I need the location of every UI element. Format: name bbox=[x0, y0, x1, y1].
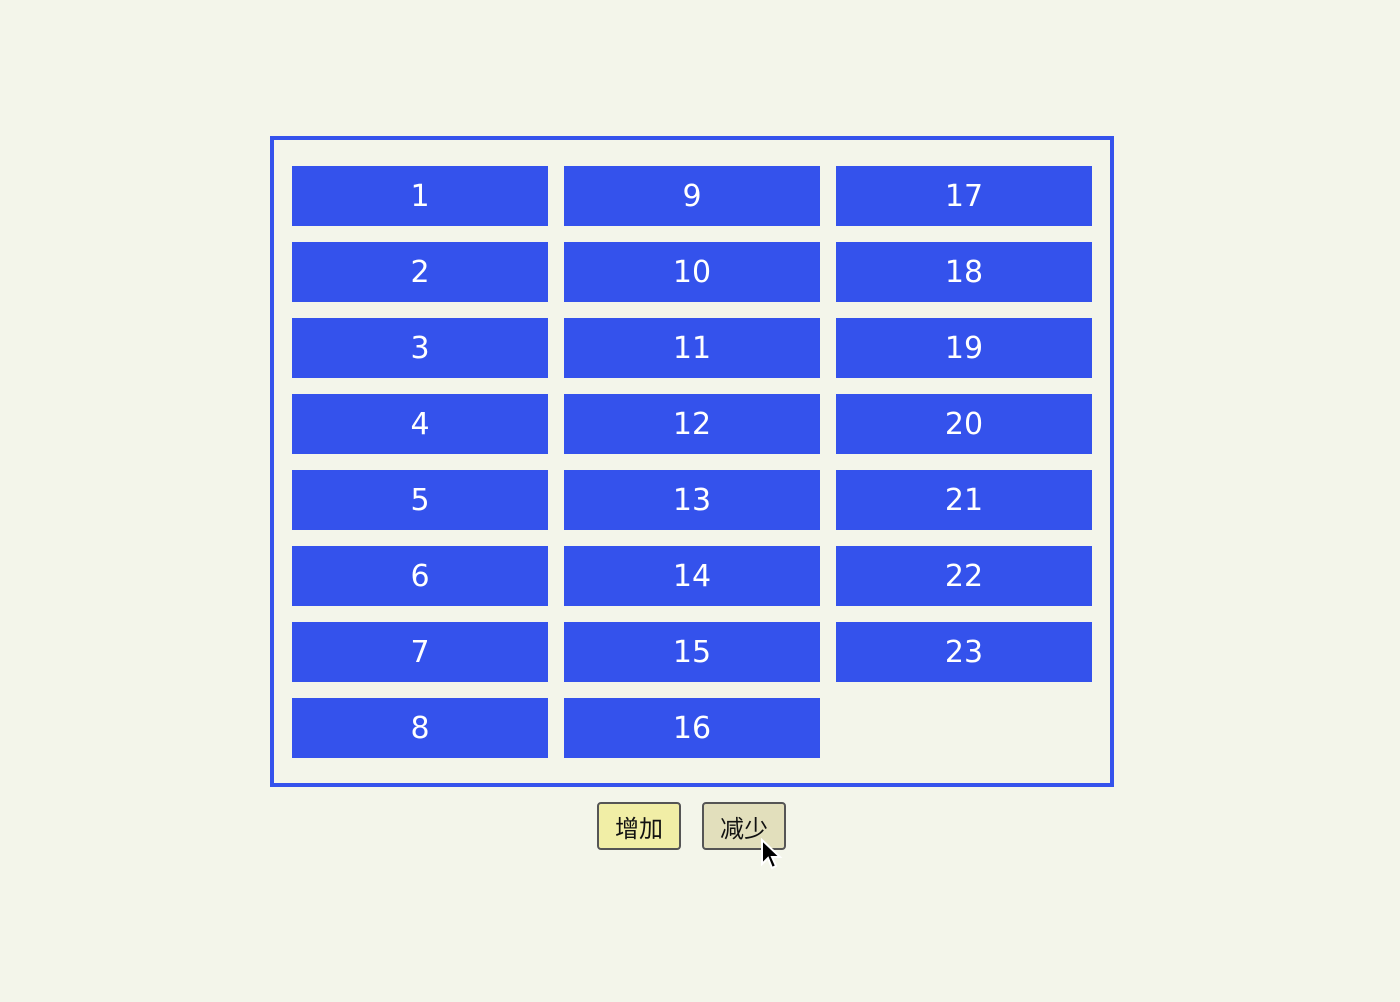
grid-container: 1 2 3 4 5 6 7 8 9 10 11 12 13 14 15 16 17 18 19 20 21 22 23 bbox=[270, 136, 1114, 787]
grid-item: 23 bbox=[836, 622, 1092, 682]
grid-item: 17 bbox=[836, 166, 1092, 226]
decrease-button[interactable]: 减少 bbox=[702, 802, 786, 850]
grid-item: 2 bbox=[292, 242, 548, 302]
grid-item: 21 bbox=[836, 470, 1092, 530]
grid-item: 13 bbox=[564, 470, 820, 530]
controls: 增加 减少 bbox=[597, 802, 786, 850]
grid-item: 22 bbox=[836, 546, 1092, 606]
grid-item: 7 bbox=[292, 622, 548, 682]
grid-item: 14 bbox=[564, 546, 820, 606]
grid-item: 10 bbox=[564, 242, 820, 302]
grid-item: 12 bbox=[564, 394, 820, 454]
grid-item: 1 bbox=[292, 166, 548, 226]
grid-item: 15 bbox=[564, 622, 820, 682]
grid-item: 20 bbox=[836, 394, 1092, 454]
grid-item: 4 bbox=[292, 394, 548, 454]
grid-item: 6 bbox=[292, 546, 548, 606]
grid-item: 5 bbox=[292, 470, 548, 530]
grid-item: 11 bbox=[564, 318, 820, 378]
grid-item: 16 bbox=[564, 698, 820, 758]
grid-item: 8 bbox=[292, 698, 548, 758]
grid-item: 18 bbox=[836, 242, 1092, 302]
increase-button[interactable]: 增加 bbox=[597, 802, 681, 850]
mouse-pointer-icon bbox=[761, 838, 783, 870]
grid-item: 3 bbox=[292, 318, 548, 378]
grid-item: 19 bbox=[836, 318, 1092, 378]
grid-item: 9 bbox=[564, 166, 820, 226]
